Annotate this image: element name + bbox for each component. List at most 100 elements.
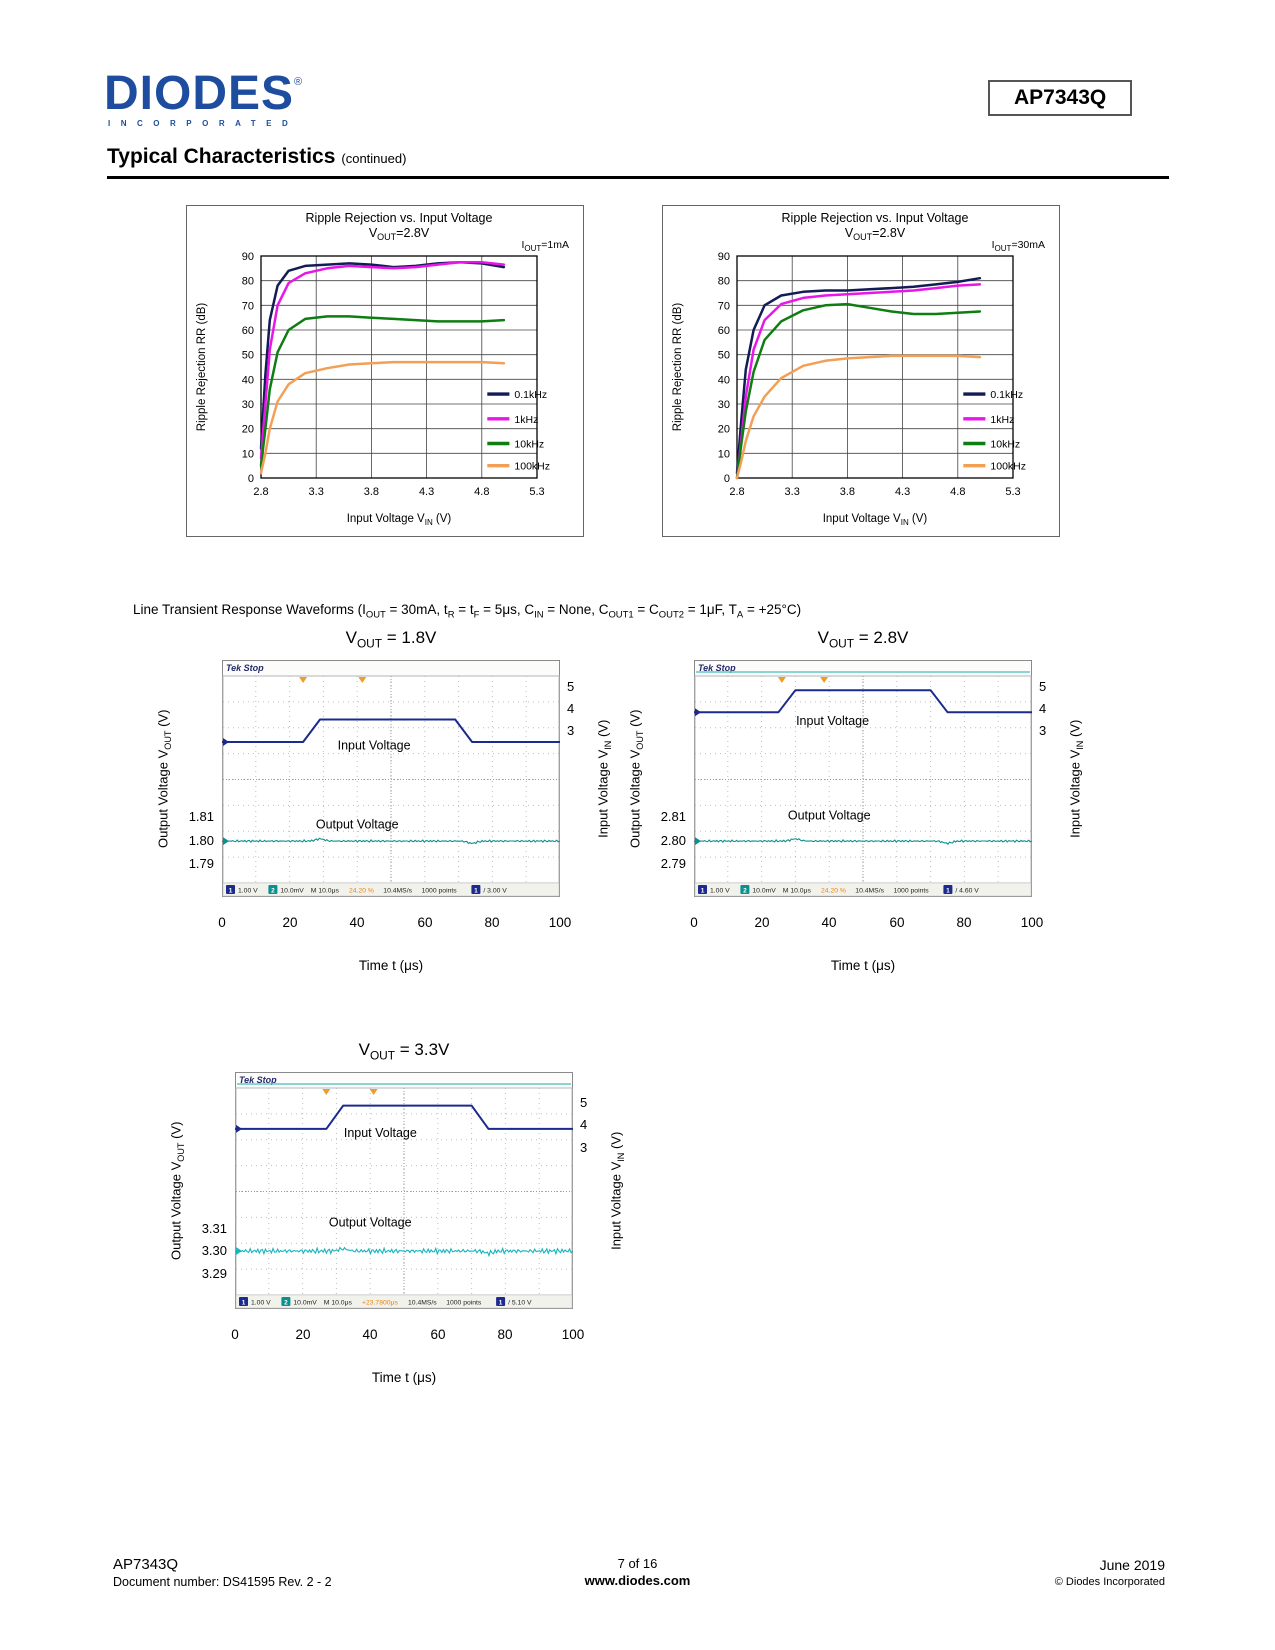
svg-text:50: 50	[718, 350, 730, 362]
svg-text:+23.7800μs: +23.7800μs	[362, 1300, 398, 1307]
ripple-rejection-chart-1ma: Ripple Rejection vs. Input Voltage VOUT=2…	[186, 205, 584, 537]
x-axis-tick: 0	[218, 915, 226, 930]
svg-text:24.20 %: 24.20 %	[349, 888, 374, 895]
trigger-marker-icon	[369, 1089, 378, 1095]
footer-website: www.diodes.com	[584, 1573, 691, 1588]
svg-text:2: 2	[284, 1300, 288, 1307]
x-axis-tick: 20	[754, 915, 770, 930]
svg-text:1: 1	[946, 888, 950, 895]
svg-text:3.8: 3.8	[364, 486, 379, 498]
x-axis-tick: 80	[497, 1327, 513, 1342]
plot-border	[736, 255, 1014, 479]
svg-text:/ 3.00 V: / 3.00 V	[483, 888, 507, 895]
x-axis-label: Time t (μs)	[358, 958, 424, 973]
svg-text:Tek Stop: Tek Stop	[226, 663, 264, 673]
section-title-main: Typical Characteristics	[107, 145, 336, 168]
svg-text:1: 1	[229, 888, 233, 895]
series-0.1kHz	[259, 260, 506, 450]
svg-text:4.8: 4.8	[474, 486, 489, 498]
svg-text:20: 20	[242, 424, 254, 436]
line-transient-heading: Line Transient Response Waveforms (IOUT …	[133, 601, 802, 621]
left-axis-tick: 3.31	[201, 1221, 227, 1236]
output-voltage-trace	[221, 837, 560, 845]
input-voltage-trace	[222, 718, 560, 743]
right-axis-tick: 5	[580, 1095, 588, 1110]
svg-text:3.3: 3.3	[309, 486, 324, 498]
trigger-marker-icon	[820, 677, 829, 683]
footer-part-number: AP7343Q	[113, 1556, 179, 1573]
output-voltage-trace	[234, 1246, 574, 1258]
svg-text:Ripple Rejection vs. Input Vol: Ripple Rejection vs. Input Voltage	[306, 211, 493, 225]
x-axis-tick: 20	[282, 915, 298, 930]
svg-text:10.4MS/s: 10.4MS/s	[408, 1300, 437, 1307]
logo-text: DIODES	[104, 67, 295, 120]
svg-text:30: 30	[242, 399, 254, 411]
channel1-marker-icon	[236, 1124, 242, 1133]
x-axis-tick: 100	[561, 1327, 585, 1342]
svg-text:10.4MS/s: 10.4MS/s	[855, 888, 884, 895]
scope-title: VOUT = 1.8V	[345, 628, 437, 651]
legend: 0.1kHz 1kHz 10kHz 100kHz	[487, 389, 550, 473]
svg-text:10.0mV: 10.0mV	[280, 888, 304, 895]
svg-text:3.8: 3.8	[840, 486, 855, 498]
section-title: Typical Characteristics (continued)	[107, 145, 406, 169]
svg-text:2.8: 2.8	[729, 486, 744, 498]
svg-text:24.20 %: 24.20 %	[821, 888, 846, 895]
series-10kHz	[735, 302, 982, 480]
svg-text:1kHz: 1kHz	[990, 414, 1014, 426]
svg-text:0.1kHz: 0.1kHz	[990, 389, 1023, 401]
svg-text:1000 points: 1000 points	[446, 1300, 482, 1307]
svg-text:1000 points: 1000 points	[894, 888, 930, 895]
scope-figure-2v8: VOUT = 2.8V Output Voltage VOUT (V) Tek St…	[627, 628, 1108, 988]
svg-text:60: 60	[242, 325, 254, 337]
footer-date: June 2019	[1099, 1557, 1165, 1573]
svg-text:90: 90	[718, 251, 730, 263]
x-axis-tick: 60	[430, 1327, 446, 1342]
svg-text:Input Voltage: Input Voltage	[344, 1126, 417, 1140]
trigger-marker-icon	[777, 677, 786, 683]
footer-right: June 2019 © Diodes Incorporated	[1055, 1557, 1165, 1588]
svg-text:M 10.0μs: M 10.0μs	[783, 888, 812, 895]
trigger-marker-icon	[358, 677, 367, 683]
channel2-marker-icon	[223, 837, 229, 846]
channel1-marker-icon	[223, 738, 229, 746]
svg-text:10.0mV: 10.0mV	[293, 1300, 317, 1307]
center-crosshair	[236, 1088, 572, 1295]
svg-text:5.3: 5.3	[1005, 486, 1020, 498]
svg-text:Input Voltage VIN (V): Input Voltage VIN (V)	[347, 513, 452, 527]
right-axis-tick: 5	[1039, 679, 1047, 694]
section-title-suffix: (continued)	[341, 151, 407, 166]
right-axis-tick: 5	[567, 679, 575, 694]
svg-text:M 10.0μs: M 10.0μs	[311, 888, 340, 895]
svg-text:1: 1	[701, 888, 705, 895]
scope-screen-wrap: Tek Stop Input Voltage Output Voltage 1 1.00…	[693, 660, 1032, 897]
series-lines	[259, 260, 506, 475]
ripple-rejection-chart-30ma: Ripple Rejection vs. Input Voltage VOUT=2…	[662, 205, 1060, 537]
svg-text:2: 2	[271, 888, 275, 895]
right-axis-label: Input Voltage VIN (V)	[595, 719, 613, 838]
trigger-marker-icon	[322, 1089, 331, 1095]
ripple-chart-svg: Ripple Rejection vs. Input VoltageVOUT=2…	[672, 211, 1045, 527]
svg-text:10: 10	[718, 448, 730, 460]
plot-border	[260, 255, 538, 479]
graticule	[236, 1088, 572, 1295]
series-10kHz	[259, 315, 506, 467]
x-axis-tick: 80	[956, 915, 972, 930]
scope-screen: Tek Stop Input Voltage Output Voltage 1 1.00…	[693, 660, 1032, 897]
scope-screen: Tek Stop Input Voltage Output Voltage 1 1.00…	[234, 1072, 574, 1309]
svg-text:0: 0	[248, 473, 254, 485]
svg-text:Tek Stop: Tek Stop	[239, 1075, 277, 1085]
scope-screen-wrap: Tek Stop Input Voltage Output Voltage 1 1.00…	[221, 660, 560, 897]
left-axis-tick: 1.81	[188, 809, 214, 824]
scope-title: VOUT = 2.8V	[817, 628, 909, 651]
x-axis-tick: 0	[231, 1327, 239, 1342]
svg-text:Input Voltage: Input Voltage	[338, 739, 411, 753]
footer-page-number: 7 of 16	[617, 1556, 658, 1571]
svg-text:90: 90	[242, 251, 254, 263]
series-1kHz	[259, 260, 506, 460]
svg-text:5.3: 5.3	[529, 486, 544, 498]
footer-copyright: © Diodes Incorporated	[1054, 1576, 1165, 1588]
footer-center: 7 of 16 www.diodes.com	[0, 1556, 1275, 1588]
x-axis-tick: 0	[690, 915, 698, 930]
